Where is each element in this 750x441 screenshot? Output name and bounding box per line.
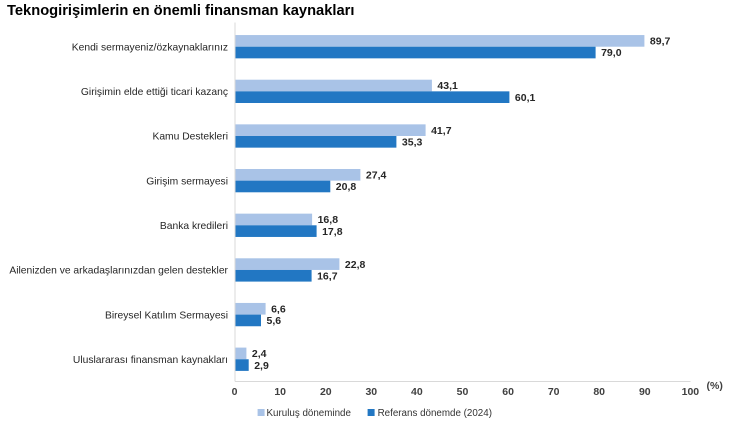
svg-text:2,4: 2,4 bbox=[252, 348, 267, 360]
svg-text:80: 80 bbox=[593, 386, 605, 398]
svg-text:60,1: 60,1 bbox=[515, 92, 536, 104]
svg-text:Uluslararası finansman kaynakl: Uluslararası finansman kaynakları bbox=[73, 355, 228, 366]
svg-text:60: 60 bbox=[502, 386, 514, 398]
svg-text:5,6: 5,6 bbox=[267, 315, 282, 327]
svg-text:30: 30 bbox=[365, 386, 377, 398]
svg-text:43,1: 43,1 bbox=[437, 80, 458, 92]
svg-text:89,7: 89,7 bbox=[650, 36, 671, 48]
svg-text:41,7: 41,7 bbox=[431, 125, 452, 137]
svg-text:40: 40 bbox=[411, 386, 423, 398]
svg-text:50: 50 bbox=[457, 386, 469, 398]
svg-text:10: 10 bbox=[274, 386, 286, 398]
svg-text:20,8: 20,8 bbox=[336, 181, 357, 193]
svg-text:27,4: 27,4 bbox=[366, 170, 387, 182]
svg-text:16,8: 16,8 bbox=[318, 214, 339, 226]
svg-text:2,9: 2,9 bbox=[254, 360, 269, 372]
svg-text:Bireysel Katılım Sermayesi: Bireysel Katılım Sermayesi bbox=[105, 310, 228, 321]
svg-text:16,7: 16,7 bbox=[317, 270, 338, 282]
svg-text:Banka kredileri: Banka kredileri bbox=[160, 221, 228, 232]
svg-text:17,8: 17,8 bbox=[322, 226, 343, 238]
svg-text:(%): (%) bbox=[707, 380, 723, 392]
svg-text:20: 20 bbox=[320, 386, 332, 398]
svg-text:22,8: 22,8 bbox=[345, 259, 366, 271]
svg-text:Kamu Destekleri: Kamu Destekleri bbox=[152, 132, 228, 143]
svg-text:79,0: 79,0 bbox=[601, 47, 622, 59]
svg-text:100: 100 bbox=[682, 386, 700, 398]
svg-text:70: 70 bbox=[548, 386, 560, 398]
svg-text:90: 90 bbox=[639, 386, 651, 398]
svg-text:Ailenizden ve arkadaşlarınızda: Ailenizden ve arkadaşlarınızdan gelen de… bbox=[9, 266, 228, 277]
svg-text:Kendi sermayeniz/özkaynakların: Kendi sermayeniz/özkaynaklarınız bbox=[72, 42, 228, 53]
svg-text:Girişimin elde ettiği ticari k: Girişimin elde ettiği ticari kazanç bbox=[81, 87, 228, 98]
svg-text:0: 0 bbox=[232, 386, 238, 398]
svg-text:6,6: 6,6 bbox=[271, 303, 286, 315]
svg-text:Referans dönemde (2024): Referans dönemde (2024) bbox=[378, 408, 492, 419]
svg-text:Girişim sermayesi: Girişim sermayesi bbox=[146, 176, 228, 187]
svg-text:35,3: 35,3 bbox=[402, 137, 423, 149]
svg-text:Kuruluş döneminde: Kuruluş döneminde bbox=[267, 408, 352, 419]
